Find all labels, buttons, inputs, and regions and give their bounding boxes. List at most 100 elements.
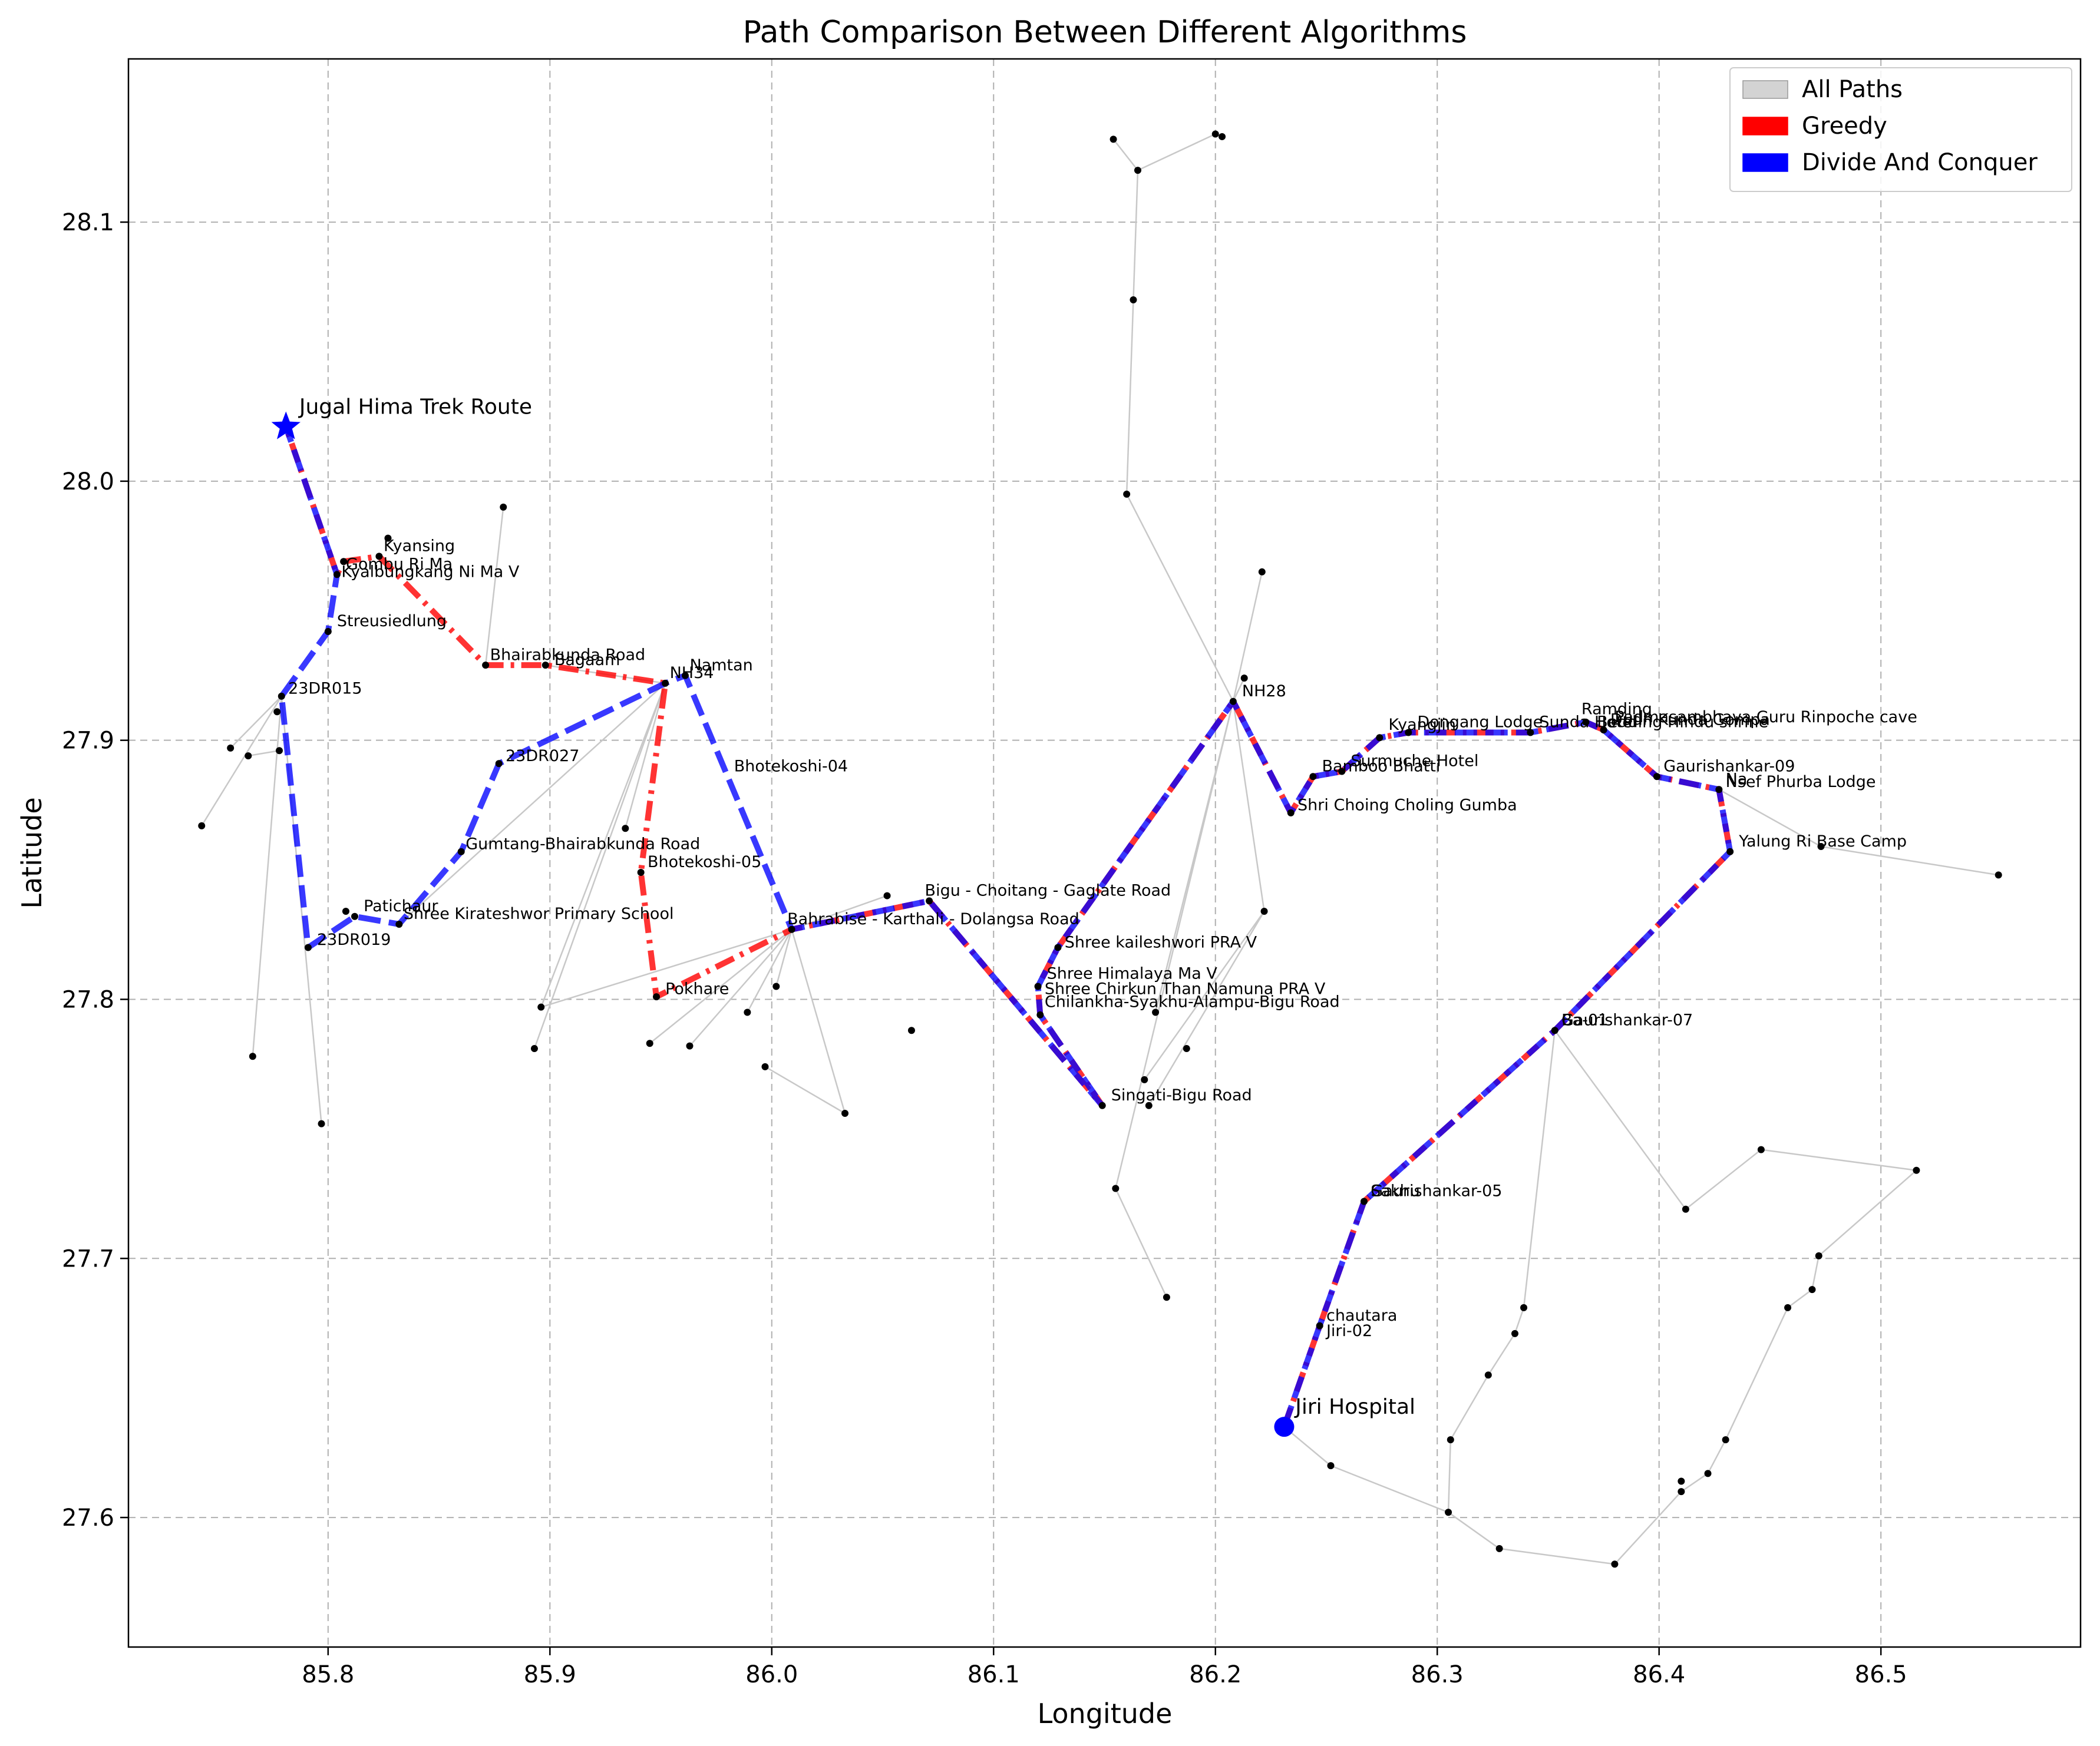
grid [128,59,2081,1647]
node-label: Shree Himalaya Ma V [1047,964,1218,983]
edge [1761,1149,1917,1171]
node-point [273,708,281,716]
x-tick-label: 86.5 [1855,1661,1907,1688]
node-label: Kyalbungkang Ni Ma V [341,563,520,581]
node-point [1678,1488,1685,1496]
node-point [1211,130,1219,138]
edge [1725,1307,1789,1440]
node-label: Sunda Hotel [1539,713,1636,732]
nodes [198,130,2002,1568]
edge [791,929,846,1114]
edge [533,683,666,1049]
axis-ticks: 85.8 85.9 86.0 86.1 86.2 86.3 86.4 86.5 27.6 27.7… [62,209,1907,1688]
node-point [1338,768,1346,775]
node-label: Bahrabise - Karthali - Dolangsa Road [787,910,1079,928]
node-label: NH28 [1242,682,1286,700]
node-point [495,760,503,768]
node-label: Patichaur [364,897,438,915]
node-point [1405,729,1412,736]
node-point [1110,135,1117,143]
x-tick-label: 85.9 [524,1661,576,1688]
node-point [637,868,645,876]
node-label: Bagaam [554,651,620,669]
edge [540,683,666,1008]
node-label: Streusiedlung [337,612,447,630]
node-label: Shri Choing Choling Gumba [1297,796,1517,814]
node-label: Ba-01 [1561,1011,1608,1029]
end-star-marker [271,411,301,439]
node-point [1722,1436,1729,1444]
node-point [1163,1294,1170,1301]
node-label: 23DR019 [317,931,391,949]
edge [775,929,793,987]
node-label: 23DR015 [288,680,362,698]
node-point [1715,786,1723,793]
edge [1614,1491,1682,1565]
edge [484,507,504,666]
node-label: Bhotekoshi-04 [734,757,848,775]
edge [1554,1030,1686,1210]
node-label: Gaurishankar-09 [1663,757,1795,775]
node-point [1219,133,1226,140]
x-tick-label: 86.4 [1633,1661,1685,1688]
node-label: Na [1726,770,1748,788]
edge [1718,789,1822,848]
edge [1115,1188,1168,1298]
node-point [1600,726,1607,734]
node-label: Padmasambhava Guru Rinpoche cave [1614,708,1917,726]
node-point [1183,1045,1190,1053]
node-point [1130,296,1137,304]
x-tick-label: 86.2 [1189,1661,1241,1688]
edge [398,683,666,925]
node-point [1309,773,1317,781]
node-point [1520,1304,1528,1311]
legend-label: Divide And Conquer [1802,149,2038,176]
endpoint-markers [271,411,1295,1437]
node-label: Surmuche Hotel [1351,752,1478,771]
edge [764,1066,846,1115]
node-point [384,534,392,542]
y-tick-label: 27.7 [62,1245,114,1272]
node-label: Bhotekoshi-05 [648,853,761,871]
edge [248,750,280,757]
y-tick-label: 28.1 [62,209,114,236]
legend-swatch [1742,80,1788,99]
node-label: Bigu - Choitang - Gaglate Road [925,882,1171,900]
edge [230,696,282,749]
node-point [926,897,933,905]
node-point [681,672,689,679]
node-label: Kyangjin [1388,716,1456,734]
node-point [1287,809,1295,816]
node-point [375,553,383,560]
node-point [1145,1102,1153,1109]
node-point [1527,729,1534,736]
edge [1283,1426,1332,1467]
y-tick-label: 27.6 [62,1504,114,1532]
node-point [1123,490,1131,498]
node-point [1360,1198,1368,1205]
node-label: Jugal Hima Trek Route [298,395,532,419]
legend-box [1729,67,2072,192]
legend-swatch [1742,117,1788,135]
node-point [1445,1509,1452,1516]
node-point [276,747,283,755]
edge [1447,1440,1452,1513]
node-point [1682,1205,1689,1213]
x-tick-label: 86.0 [745,1661,798,1688]
edge [1148,911,1265,1106]
node-point [342,907,349,915]
edge [1137,133,1216,171]
node-label: Dudh Kunda Gompa [1610,710,1770,729]
node-point [1808,1286,1816,1294]
node-point [1112,1185,1120,1192]
node-point [1098,1102,1106,1109]
edge [1499,1547,1615,1565]
node-point [1995,871,2002,879]
node-point [1551,1027,1559,1034]
node-point [1152,1008,1160,1016]
legend-swatch [1742,153,1788,172]
x-axis-label: Longitude [1038,1698,1173,1730]
node-point [686,1042,694,1050]
